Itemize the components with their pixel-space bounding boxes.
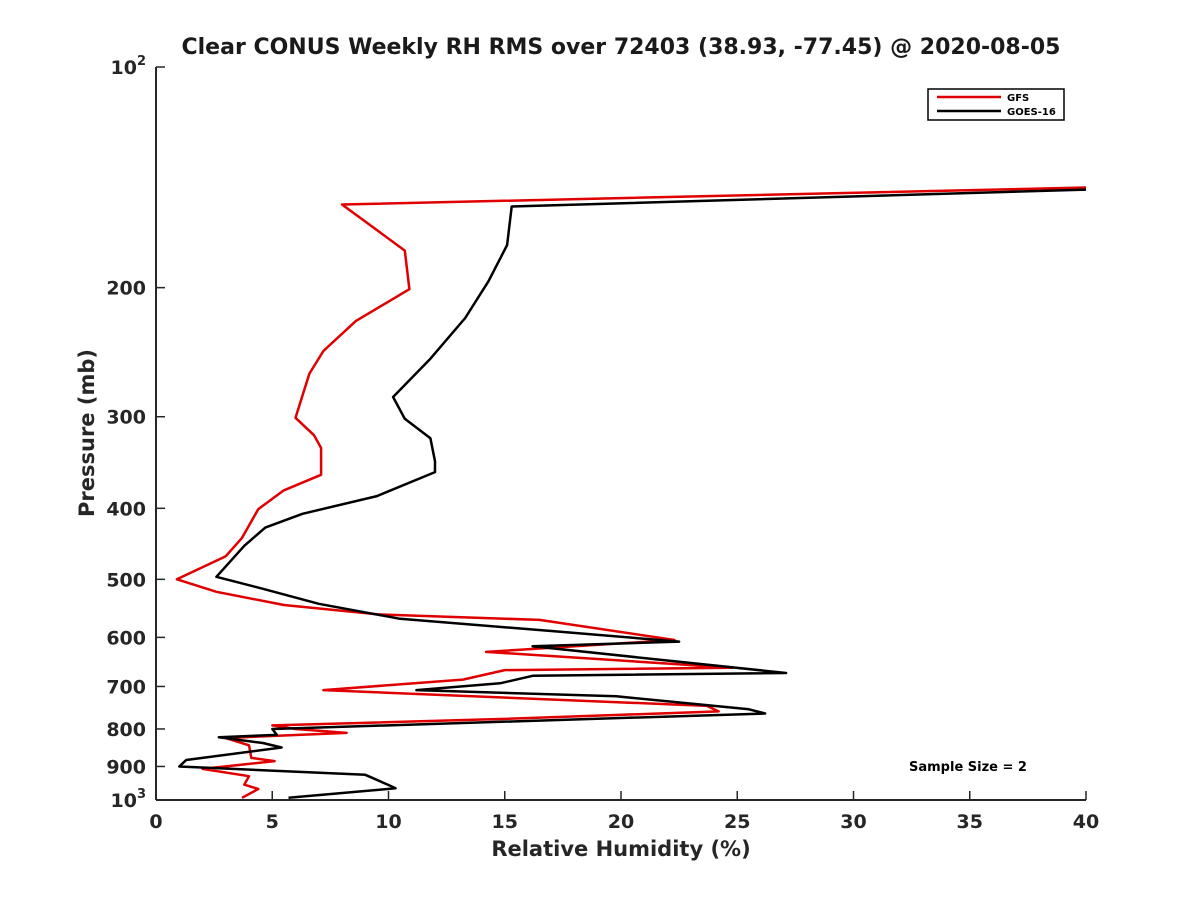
- sample-size-annotation: Sample Size = 2: [909, 760, 1027, 775]
- x-tick-label: 15: [492, 811, 518, 833]
- y-tick-label: 500: [106, 569, 146, 591]
- y-tick-label: 900: [106, 756, 146, 778]
- chart-title: Clear CONUS Weekly RH RMS over 72403 (38…: [182, 35, 1061, 60]
- x-tick-label: 40: [1073, 811, 1099, 833]
- series-layer: [175, 186, 1087, 800]
- series-line-goes16: [178, 188, 1087, 800]
- x-tick-label: 35: [957, 811, 983, 833]
- y-tick-label: 103: [111, 787, 147, 812]
- legend-box: [927, 88, 1065, 121]
- y-tick-label: 200: [106, 278, 146, 300]
- legend: GFS GOES-16: [927, 88, 1065, 121]
- y-tick-label: 700: [106, 676, 146, 698]
- y-axis-ticks: 102 200 300 400 500 600 700 800 900 103: [106, 54, 165, 812]
- y-axis-label: Pressure (mb): [75, 349, 99, 517]
- x-tick-label: 30: [840, 811, 866, 833]
- x-tick-label: 5: [266, 811, 279, 833]
- y-tick-label: 800: [106, 719, 146, 741]
- y-tick-label: 300: [106, 407, 146, 429]
- x-axis-label: Relative Humidity (%): [491, 837, 750, 861]
- plot-area: [156, 67, 1086, 800]
- y-tick-label: 600: [106, 627, 146, 649]
- x-tick-label: 20: [608, 811, 634, 833]
- x-axis-ticks: 0 5 10 15 20 25 30 35 40: [149, 791, 1099, 833]
- y-tick-label: 102: [111, 54, 147, 79]
- x-tick-label: 10: [375, 811, 401, 833]
- legend-label-goes16: GOES-16: [1007, 107, 1056, 118]
- y-tick-label: 400: [106, 498, 146, 520]
- x-tick-label: 25: [724, 811, 750, 833]
- legend-label-gfs: GFS: [1007, 93, 1029, 104]
- x-tick-label: 0: [149, 811, 162, 833]
